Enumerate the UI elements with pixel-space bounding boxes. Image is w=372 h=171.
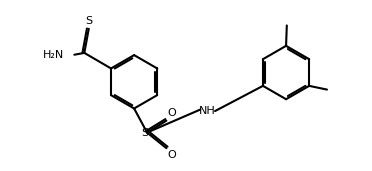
Text: O: O [168, 150, 177, 160]
Text: NH: NH [199, 106, 215, 116]
Text: S: S [85, 16, 92, 26]
Text: S: S [141, 128, 148, 137]
Text: O: O [168, 108, 177, 119]
Text: H₂N: H₂N [43, 50, 64, 60]
